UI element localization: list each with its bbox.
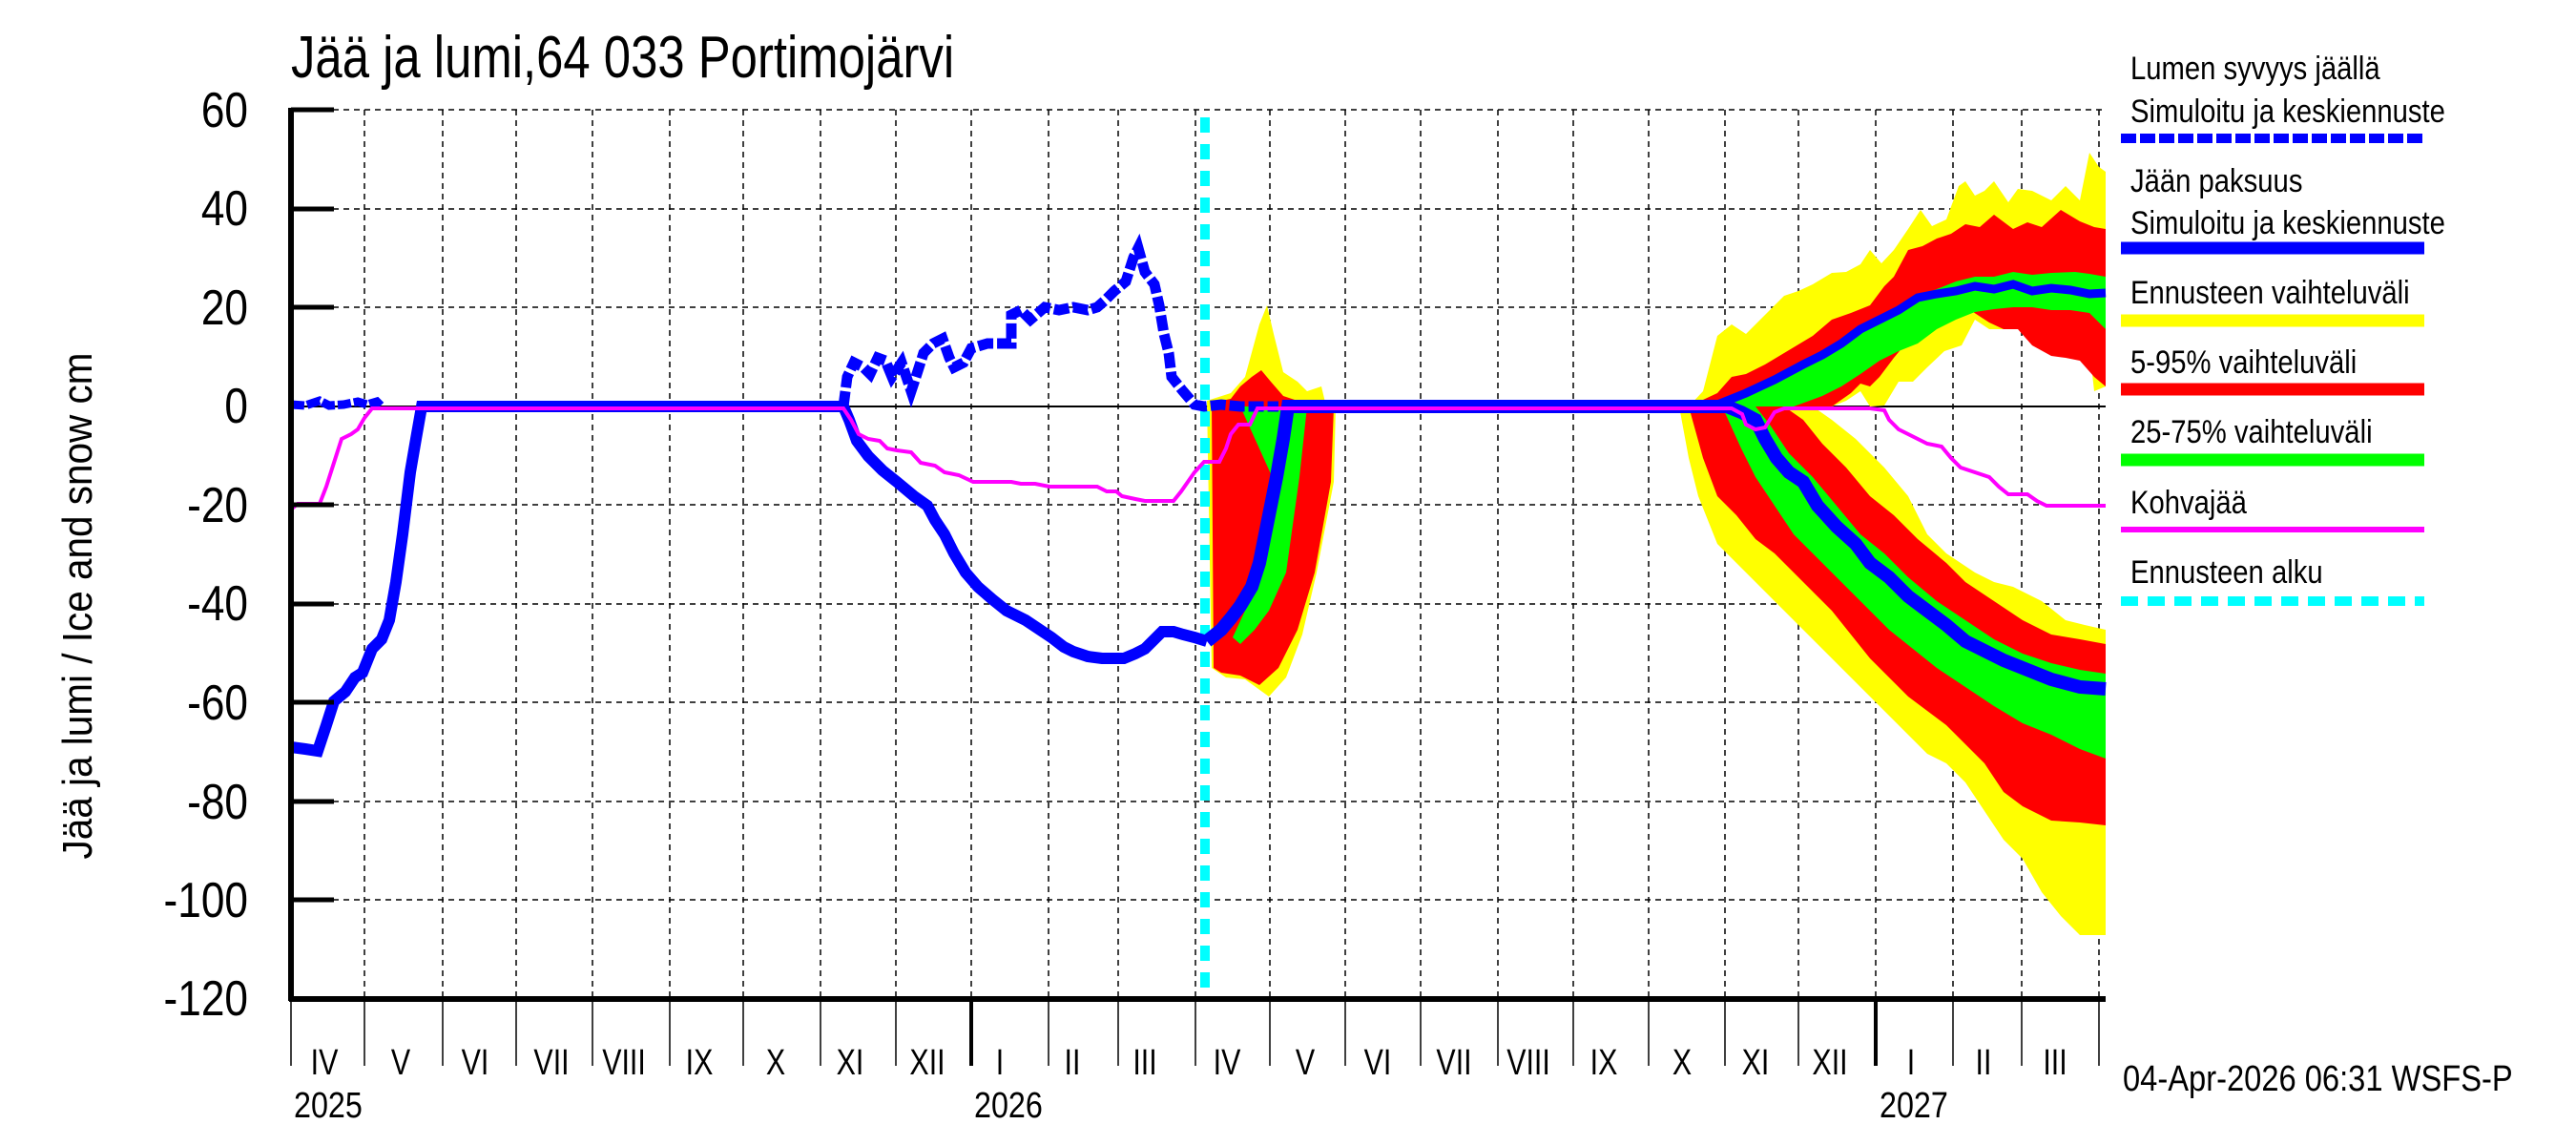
x-month-label: I: [1906, 1043, 1916, 1083]
x-month-label: VIII: [1506, 1043, 1550, 1083]
x-month-ticks: [290, 999, 2100, 1066]
y-tick-label: -120: [163, 971, 248, 1027]
forecast-bands-snow-2027: [1689, 153, 2106, 406]
x-month-label: III: [1132, 1043, 1157, 1083]
x-month-label: IV: [310, 1043, 339, 1083]
legend-slush: Kohvajää: [2130, 485, 2247, 521]
x-month-label: IX: [1589, 1043, 1618, 1083]
legend-range-25-75: 25-75% vaihteluväli: [2130, 414, 2373, 450]
legend-range-5-95: 5-95% vaihteluväli: [2130, 344, 2358, 381]
legend-snow-subtitle: Simuloitu ja keskiennuste: [2130, 94, 2445, 130]
x-year-label: 2027: [1880, 1086, 1948, 1126]
legend-range-full: Ennusteen vaihteluväli: [2130, 275, 2410, 311]
x-month-label: V: [1295, 1043, 1316, 1083]
y-tick-label: -20: [187, 478, 248, 533]
x-month-label: III: [2043, 1043, 2067, 1083]
timestamp: 04-Apr-2026 06:31 WSFS-P: [2123, 1059, 2513, 1099]
y-tick-label: 40: [200, 181, 248, 237]
x-month-label: V: [390, 1043, 411, 1083]
x-month-label: VII: [1436, 1043, 1472, 1083]
x-year-label: 2026: [974, 1086, 1043, 1126]
snow-depth-series: [290, 233, 2107, 412]
y-tick-label: -60: [187, 676, 248, 731]
x-month-label: II: [1064, 1043, 1081, 1083]
x-month-label: XII: [1812, 1043, 1848, 1083]
legend-ice-title: Jään paksuus: [2130, 163, 2303, 199]
legend-ice-subtitle: Simuloitu ja keskiennuste: [2130, 205, 2445, 241]
slush-ice-series: [289, 406, 2106, 511]
x-month-label: VI: [461, 1043, 489, 1083]
x-month-label: XI: [836, 1043, 864, 1083]
x-year-label: 2025: [294, 1086, 363, 1126]
x-month-label: IV: [1213, 1043, 1241, 1083]
x-month-label: XI: [1741, 1043, 1770, 1083]
x-month-label: VI: [1363, 1043, 1392, 1083]
x-month-label: X: [765, 1043, 786, 1083]
x-month-label: II: [1975, 1043, 1992, 1083]
y-tick-label: -80: [187, 775, 248, 830]
x-month-label: VII: [533, 1043, 570, 1083]
x-year-ticks: [969, 999, 1878, 1066]
ice-thickness-series: [290, 400, 2107, 758]
x-month-label: XII: [909, 1043, 945, 1083]
x-month-label: VIII: [602, 1043, 646, 1083]
y-tick-label: 0: [224, 379, 248, 434]
y-tick-label: 20: [200, 281, 248, 336]
y-tick-label: -40: [187, 576, 248, 632]
y-tick-label: 60: [200, 83, 248, 138]
chart-title: Jää ja lumi,64 033 Portimojärvi: [291, 25, 955, 91]
y-tick-label: -100: [163, 873, 248, 928]
x-month-label: IX: [685, 1043, 714, 1083]
y-major-ticks: [291, 107, 334, 903]
x-month-label: I: [995, 1043, 1005, 1083]
legend-snow-title: Lumen syvyys jäällä: [2130, 51, 2380, 87]
legend-forecast-start: Ennusteen alku: [2130, 554, 2323, 591]
x-month-label: X: [1672, 1043, 1693, 1083]
